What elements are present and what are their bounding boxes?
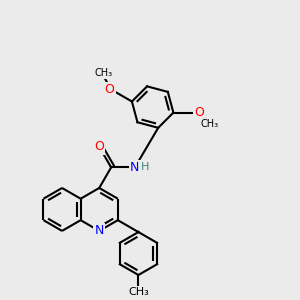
- Text: H: H: [141, 162, 150, 172]
- Text: O: O: [105, 83, 115, 96]
- Text: O: O: [94, 140, 104, 153]
- Text: O: O: [194, 106, 204, 119]
- Text: N: N: [94, 224, 104, 237]
- Text: CH₃: CH₃: [94, 68, 112, 78]
- Text: CH₃: CH₃: [128, 287, 149, 297]
- Text: CH₃: CH₃: [201, 118, 219, 129]
- Text: N: N: [130, 161, 140, 174]
